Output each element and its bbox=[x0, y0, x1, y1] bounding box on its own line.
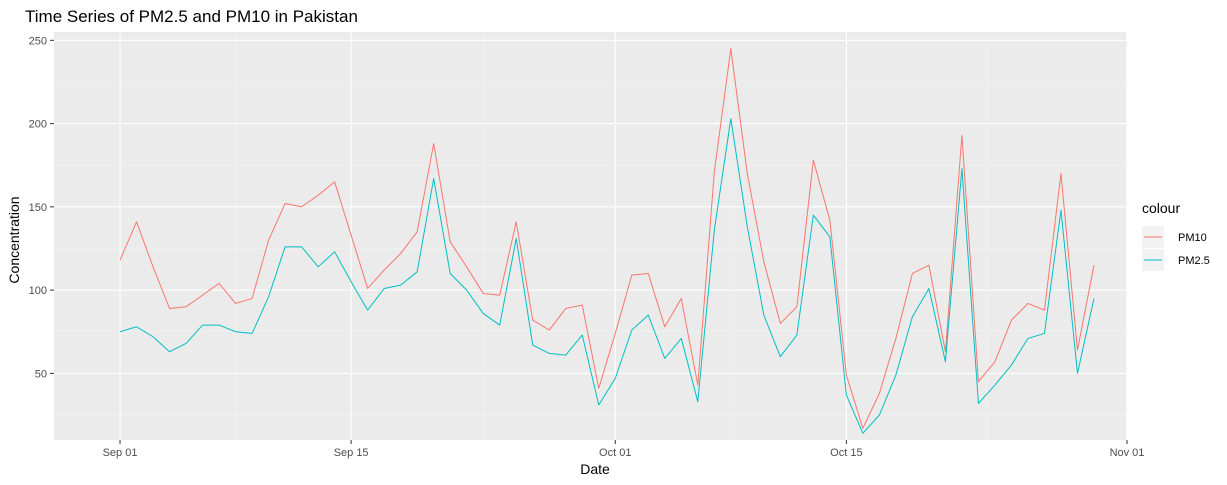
series-line-pm10 bbox=[119, 48, 1095, 429]
x-tick-label: Sep 01 bbox=[103, 447, 138, 459]
y-axis: 50 100 150 200 250 bbox=[29, 35, 54, 380]
legend-label: PM2.5 bbox=[1178, 255, 1210, 267]
x-tick-label: Nov 01 bbox=[1110, 447, 1145, 459]
plot-panel bbox=[54, 32, 1127, 440]
y-tick-label: 250 bbox=[29, 35, 47, 47]
legend-label: PM10 bbox=[1178, 232, 1207, 244]
series-line-pm25 bbox=[119, 118, 1095, 434]
legend: colour PM10 PM2.5 bbox=[1142, 200, 1210, 271]
chart-title: Time Series of PM2.5 and PM10 in Pakista… bbox=[25, 7, 358, 26]
legend-title: colour bbox=[1142, 200, 1180, 216]
y-tick-label: 50 bbox=[35, 368, 47, 380]
y-tick-label: 100 bbox=[29, 285, 47, 297]
x-tick-label: Oct 01 bbox=[599, 447, 631, 459]
x-axis: Sep 01 Sep 15 Oct 01 Oct 15 Nov 01 bbox=[103, 440, 1145, 459]
series-lines bbox=[119, 48, 1095, 434]
grid-major bbox=[54, 32, 1128, 440]
y-tick-label: 200 bbox=[29, 119, 47, 131]
y-axis-title: Concentration bbox=[6, 196, 22, 283]
x-axis-title: Date bbox=[580, 461, 610, 477]
y-tick-label: 150 bbox=[29, 202, 47, 214]
x-tick-label: Sep 15 bbox=[334, 447, 369, 459]
x-tick-label: Oct 15 bbox=[830, 447, 862, 459]
